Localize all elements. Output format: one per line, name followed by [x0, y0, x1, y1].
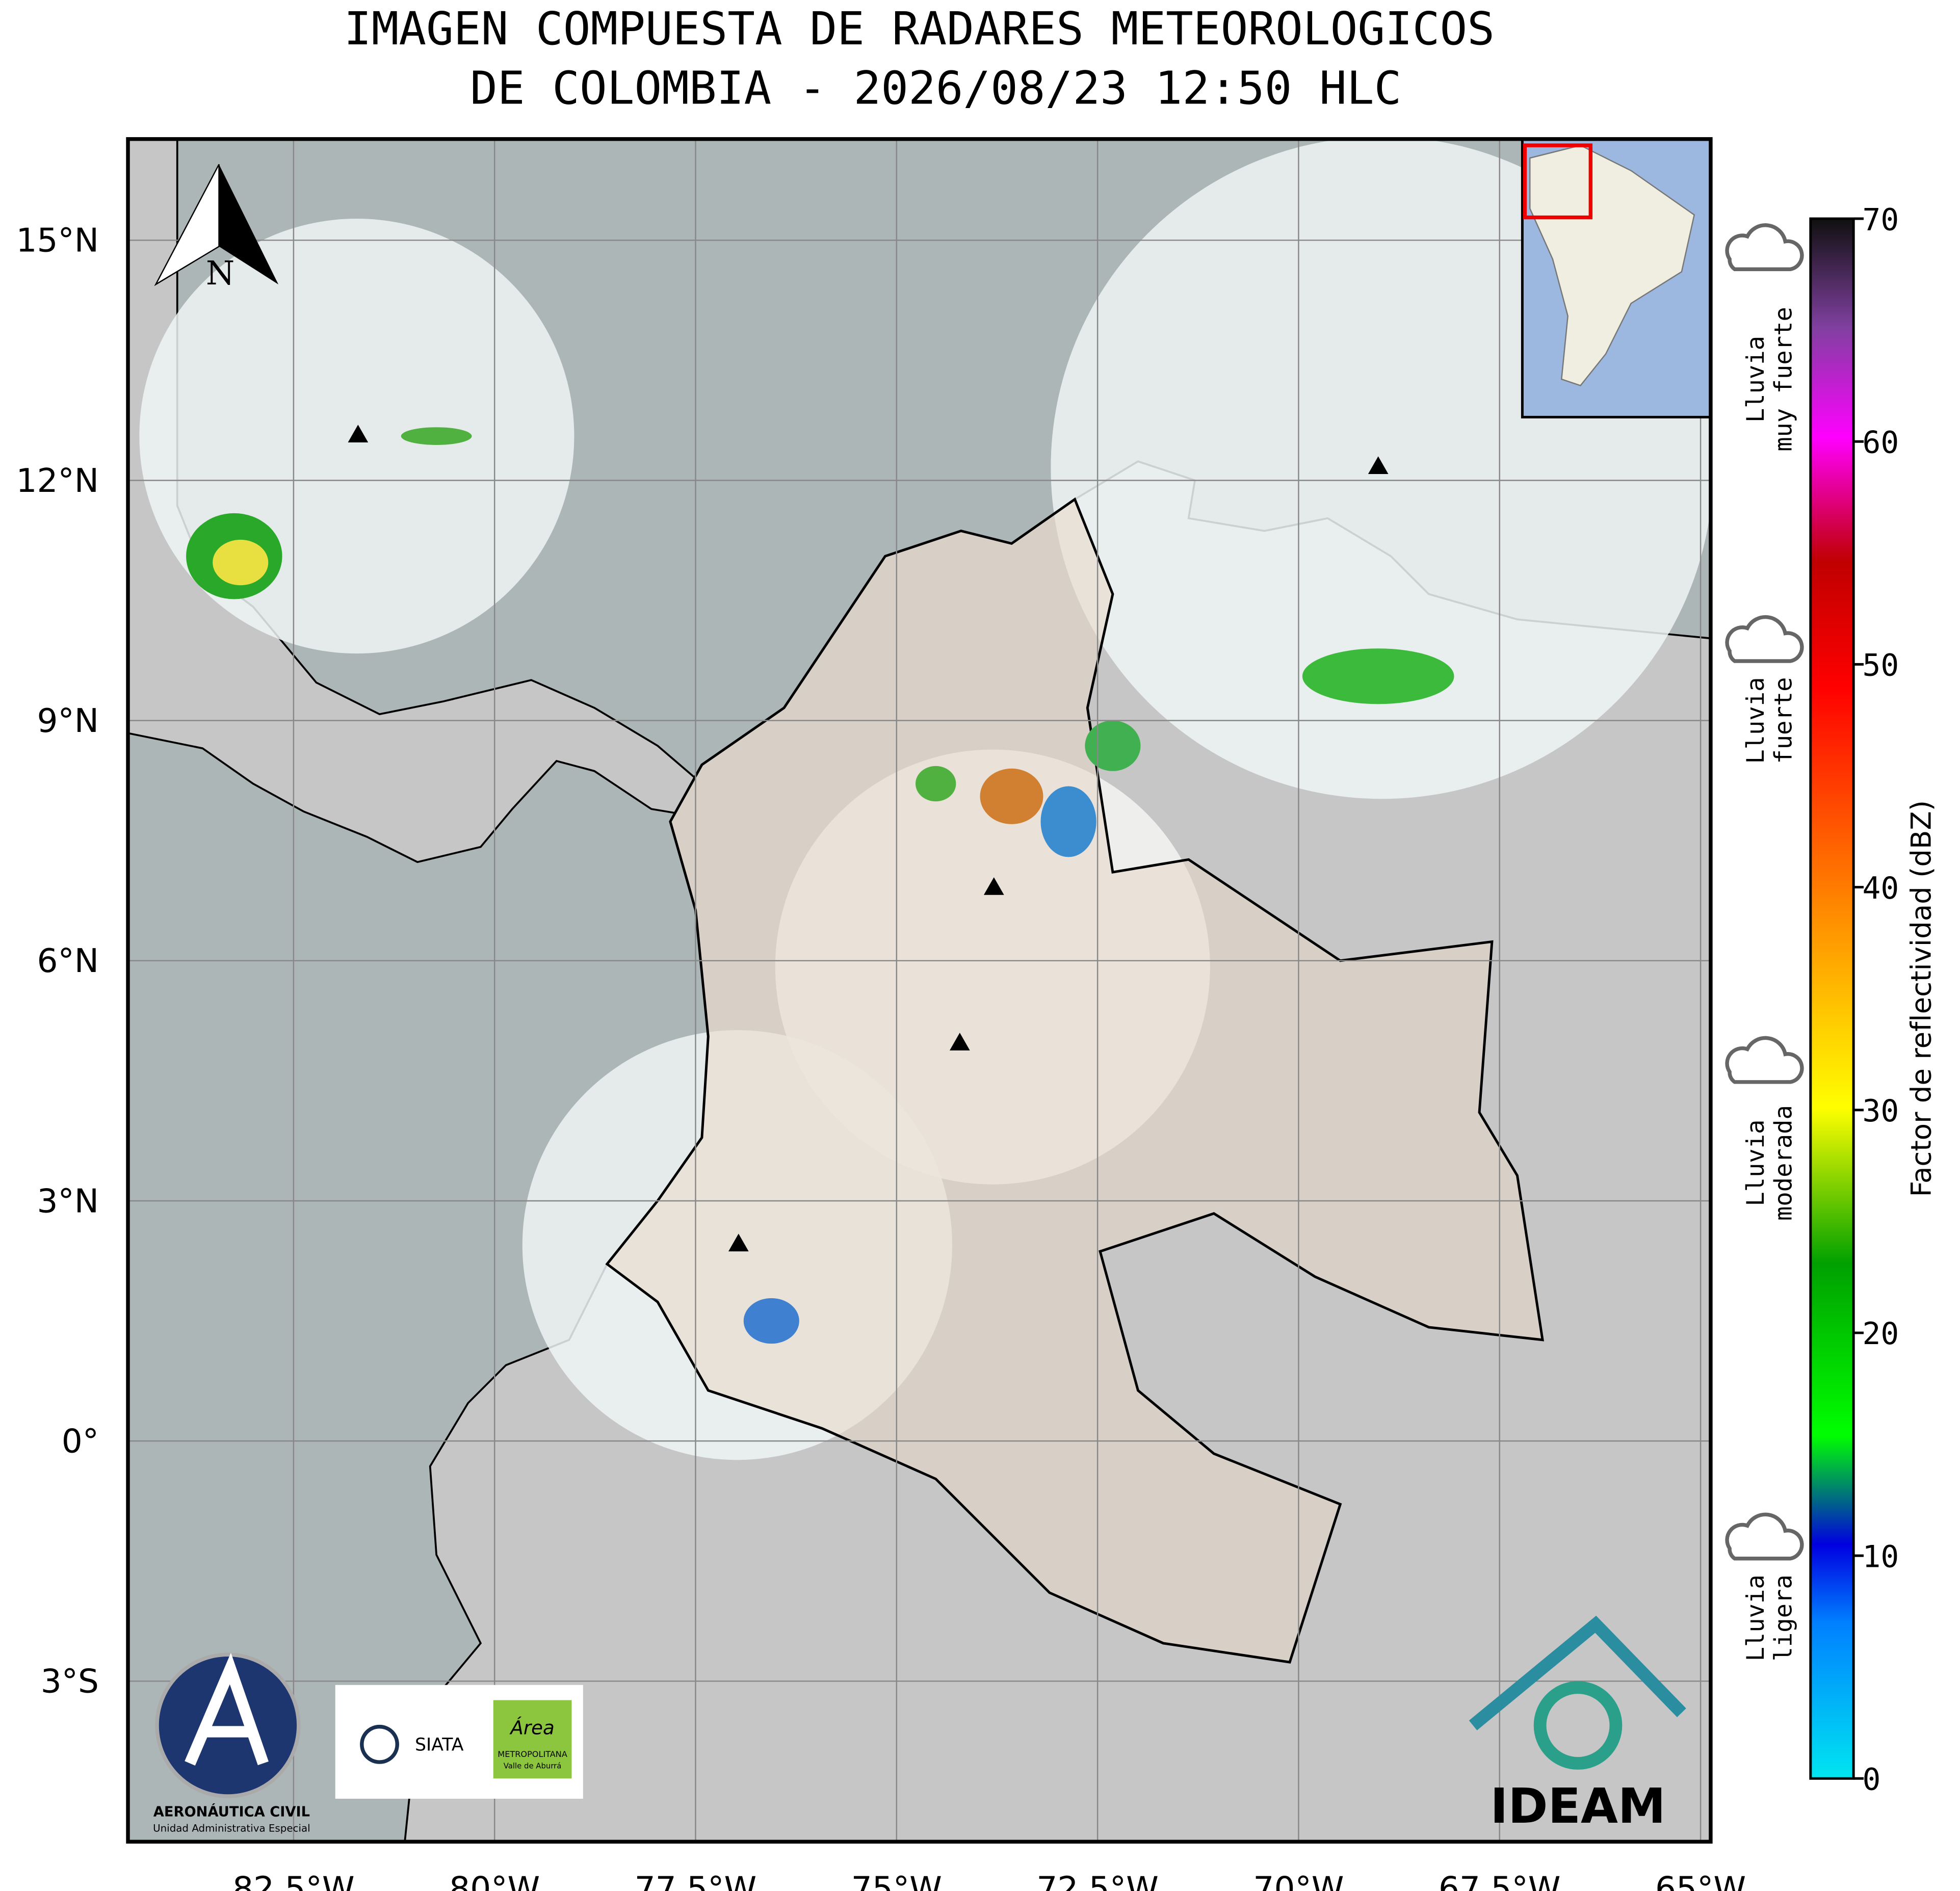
lon-tick-label: 75°W [851, 1870, 942, 1891]
logos: AERONÁUTICA CIVIL Unidad Administrativa … [153, 1615, 1686, 1834]
lat-tick-label: 9°N [37, 702, 98, 740]
rain-category: Lluvia [1742, 336, 1770, 423]
logo-text: METROPOLITANA [498, 1749, 567, 1759]
echo [916, 766, 956, 802]
colorbar-label: Factor de reflectividad (dBZ) [1904, 800, 1937, 1197]
inset-map [1521, 139, 1711, 418]
lat-tick-label: 0° [62, 1422, 99, 1460]
colorbar-axis: 0 10 20 30 40 50 60 70 [1853, 202, 1899, 1798]
logo-text: Unidad Administrativa Especial [153, 1822, 310, 1834]
aerocivil-mark [185, 1652, 269, 1766]
axes: 15°N 12°N 9°N 6°N 3°N 0° 3°S 82.5°W 80°W 77.5°W 75… [16, 222, 1746, 1891]
radar-echoes [186, 427, 1454, 1344]
colorbar-tick-label: 0 [1863, 1763, 1881, 1798]
logo-text: Área [509, 1716, 554, 1739]
north-label: N [206, 254, 234, 293]
lon-tick-label: 82.5°W [232, 1870, 355, 1891]
title: IMAGEN COMPUESTA DE RADARES METEOROLOGIC… [344, 3, 1495, 56]
lat-tick-label: 12°N [16, 462, 98, 500]
inset-land [1529, 144, 1695, 386]
rain-category: muy fuerte [1770, 307, 1798, 452]
title: DE COLOMBIA - 2026/08/23 12:50 HLC [470, 62, 1401, 115]
echo [743, 1298, 799, 1344]
radar-site [1368, 456, 1389, 474]
ideam-swirl [1533, 1681, 1623, 1770]
map: N AERONÁUTICA CIVIL Unidad Administrativ… [128, 139, 1711, 1842]
colombia [605, 497, 1545, 1664]
rain-category: moderada [1770, 1105, 1798, 1221]
lon-tick-label: 65°W [1655, 1870, 1746, 1891]
radar-site [983, 877, 1004, 895]
inset-frame [1523, 143, 1593, 220]
colorbar [1809, 217, 1855, 1780]
radar-site [348, 425, 369, 442]
colorbar-tick-label: 20 [1863, 1317, 1899, 1352]
rain-category: fuerte [1770, 677, 1798, 764]
lon-tick-label: 77.5°W [635, 1870, 757, 1891]
lat-tick-label: 15°N [16, 222, 98, 260]
lat-tick-label: 6°N [37, 942, 98, 980]
colorbar-tick-label: 10 [1863, 1539, 1899, 1574]
rain-category: Lluvia [1742, 1574, 1770, 1661]
lon-tick-label: 67.5°W [1439, 1870, 1561, 1891]
logo-text: Valle de Aburrá [504, 1761, 562, 1770]
logo-text: IDEAM [1490, 1779, 1665, 1834]
radar-site [728, 1233, 749, 1252]
ideam-roof [1469, 1615, 1686, 1730]
lon-tick-label: 70°W [1253, 1870, 1344, 1891]
lon-tick-label: 72.5°W [1036, 1870, 1159, 1891]
logo-text: AERONÁUTICA CIVIL [153, 1804, 310, 1820]
radar-sites [348, 425, 1389, 1252]
colorbar-tick-label: 30 [1863, 1094, 1899, 1129]
rain-category: ligera [1770, 1574, 1798, 1661]
echo [213, 539, 269, 586]
lat-tick-label: 3°S [41, 1663, 99, 1701]
logo-text: SIATA [415, 1735, 464, 1755]
rain-category: Lluvia [1742, 677, 1770, 764]
echo [1085, 720, 1141, 771]
weather-icon [1725, 615, 1804, 663]
echo [1040, 786, 1096, 857]
lat-tick-label: 3°N [37, 1182, 98, 1220]
echo [980, 768, 1043, 824]
area-box [493, 1700, 572, 1779]
siata-sun [360, 1724, 399, 1764]
echo [401, 427, 472, 445]
map-frame [126, 137, 1713, 1844]
colorbar-tick-label: 60 [1863, 426, 1899, 461]
echo [1302, 648, 1454, 704]
colorbar-tick-label: 40 [1863, 871, 1899, 906]
rain-category: Lluvia [1742, 1119, 1770, 1206]
weather-icon [1725, 223, 1804, 271]
radar-site [949, 1033, 970, 1050]
lon-tick-label: 80°W [449, 1870, 540, 1891]
colorbar-tick-label: 70 [1863, 202, 1899, 238]
colorbar-tick-label: 50 [1863, 648, 1899, 684]
weather-icon [1725, 1036, 1804, 1084]
weather-icon [1725, 1512, 1804, 1561]
graticule [128, 139, 1711, 1842]
